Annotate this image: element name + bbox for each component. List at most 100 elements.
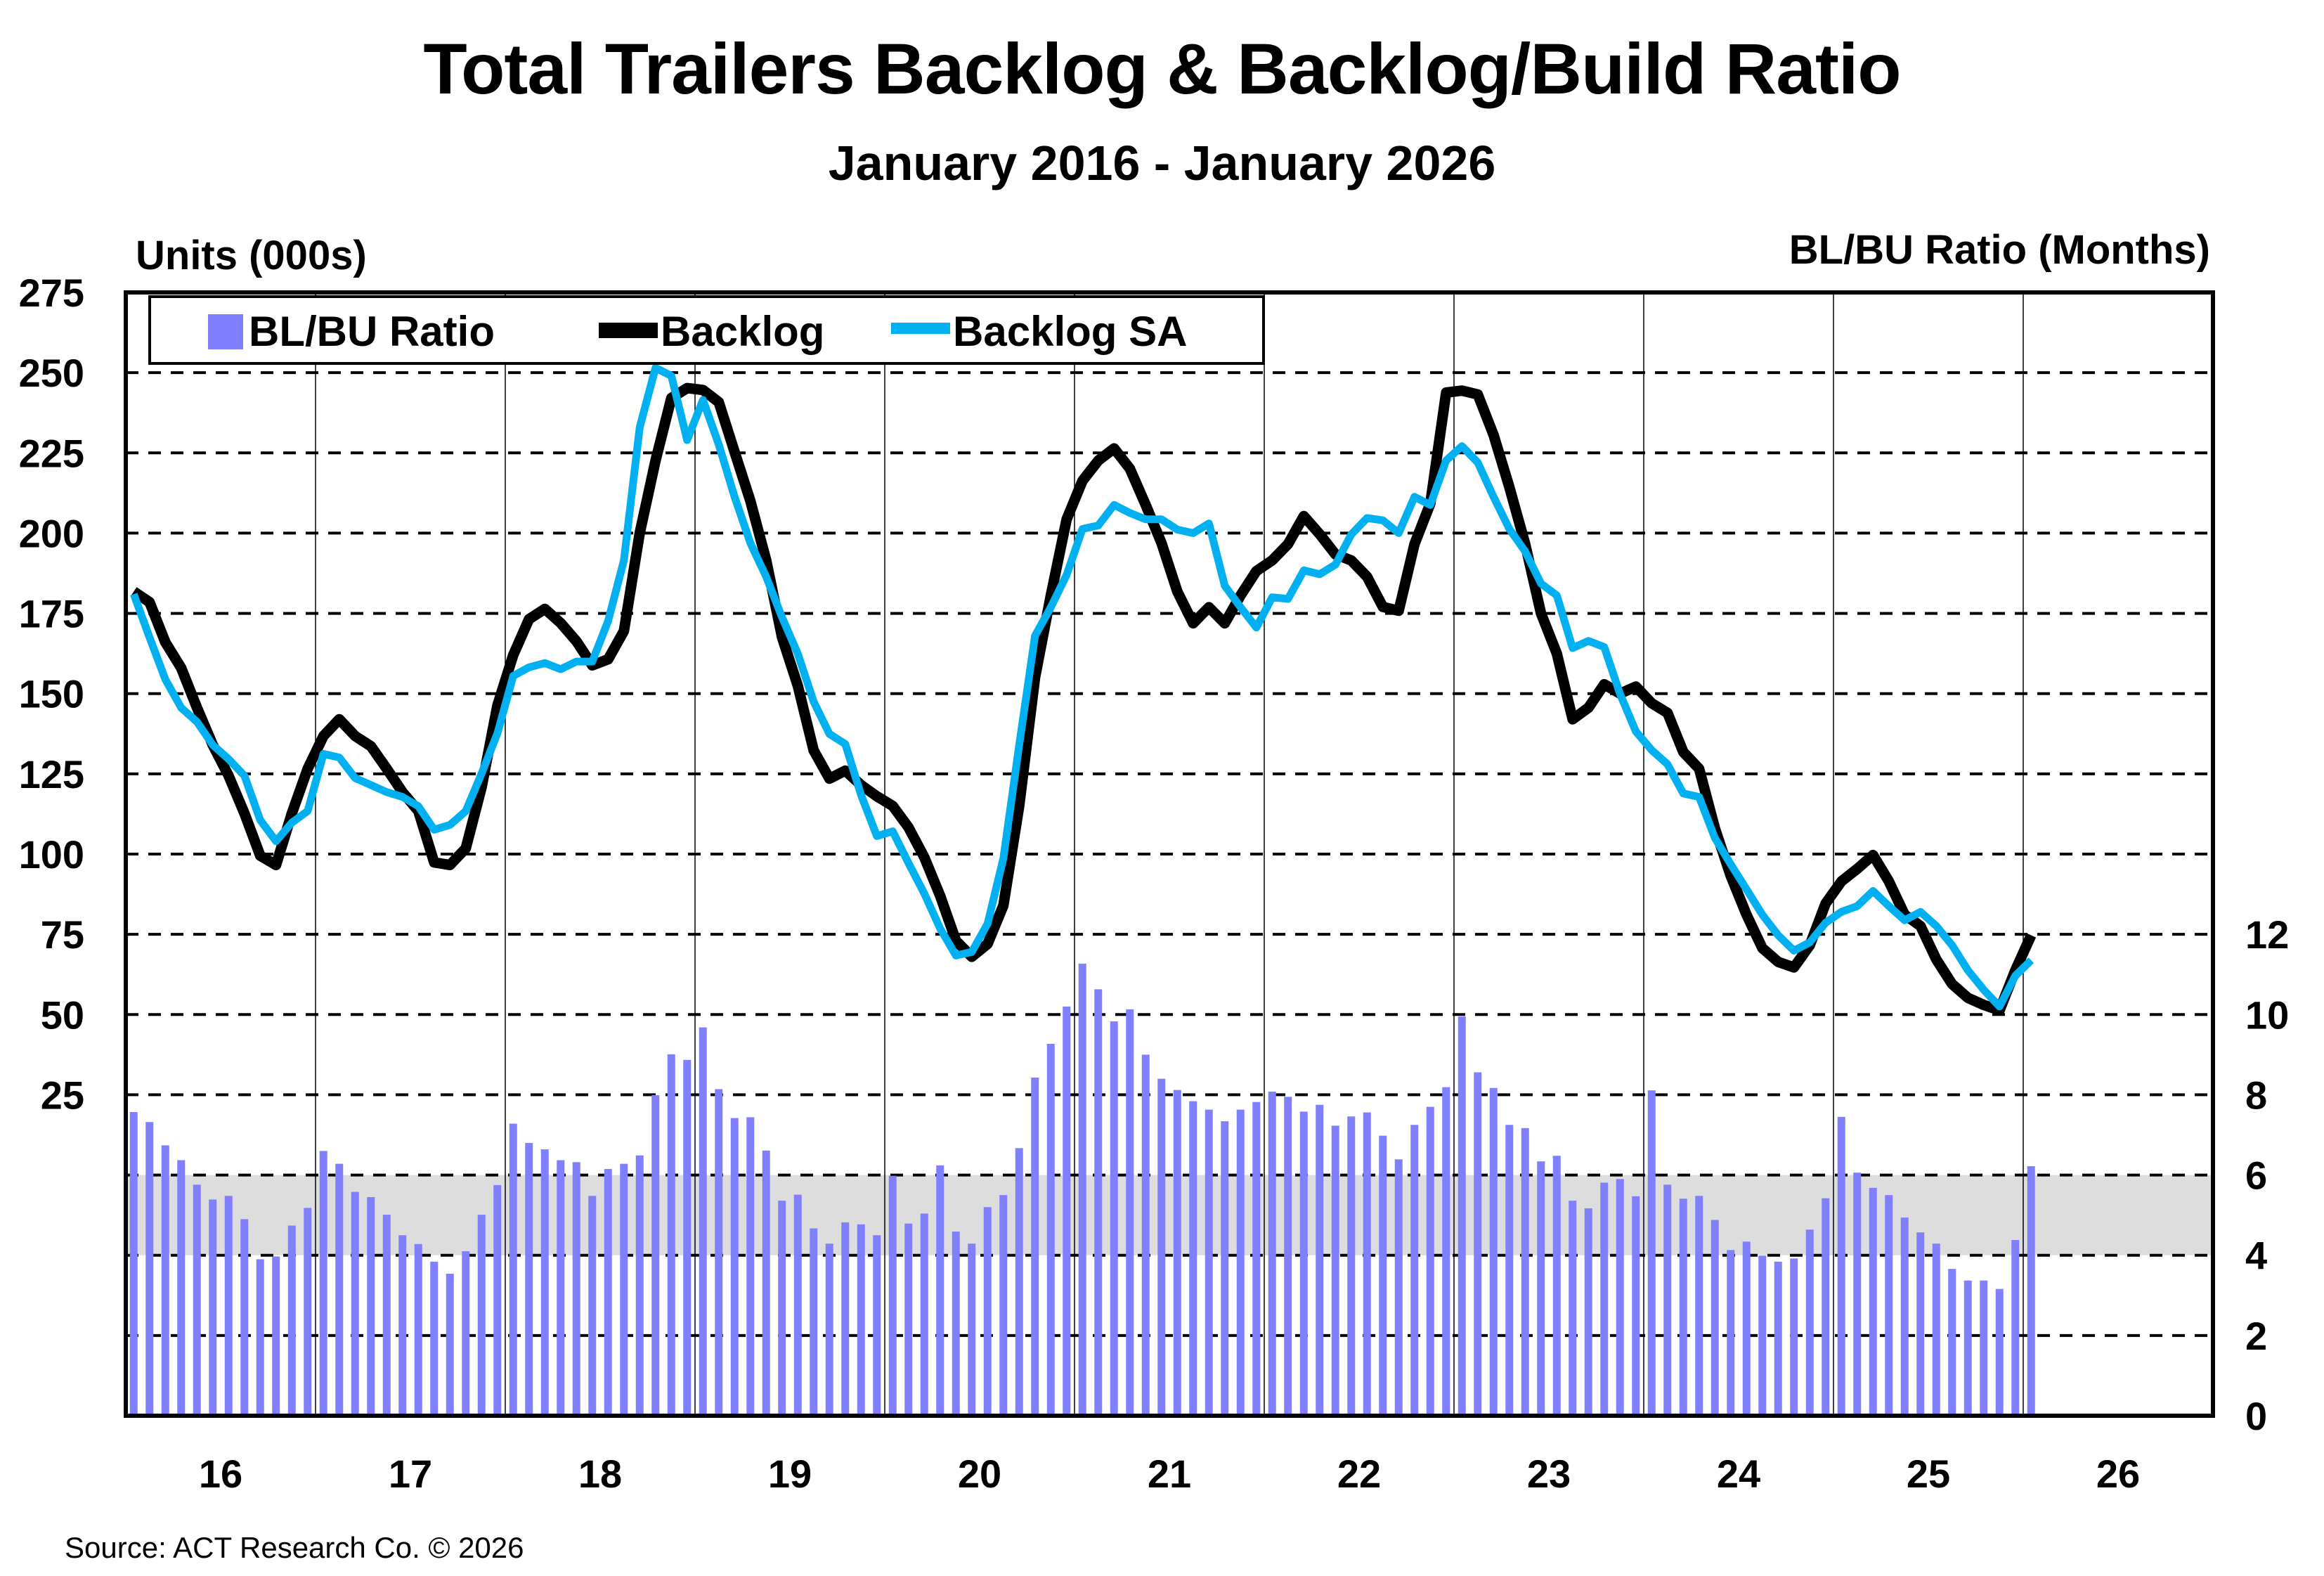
- ratio-bar: [525, 1142, 533, 1416]
- ratio-bar: [1458, 1016, 1466, 1416]
- legend-label: Backlog SA: [953, 308, 1187, 355]
- target-band-rect: [126, 1175, 2213, 1255]
- ratio-bar: [2027, 1166, 2035, 1416]
- left-tick-label: 50: [41, 993, 84, 1037]
- ratio-bar: [904, 1223, 913, 1416]
- x-tick-label: 20: [958, 1452, 1001, 1496]
- ratio-bar: [651, 1094, 660, 1416]
- ratio-bar: [1600, 1182, 1609, 1416]
- ratio-bar: [477, 1215, 486, 1416]
- ratio-bar: [1268, 1091, 1276, 1416]
- ratio-bar: [272, 1256, 280, 1416]
- ratio-bar: [1963, 1280, 1972, 1416]
- ratio-bar: [1394, 1159, 1403, 1416]
- ratio-bar: [1157, 1078, 1166, 1416]
- ratio-bar: [1569, 1201, 1577, 1416]
- ratio-bar: [1205, 1109, 1213, 1416]
- ratio-bar: [1647, 1090, 1656, 1416]
- ratio-bar: [540, 1149, 549, 1416]
- x-tick-label: 22: [1337, 1452, 1381, 1496]
- ratio-bar: [920, 1213, 928, 1416]
- ratio-bar: [1679, 1199, 1687, 1416]
- backlog-sa-line: [130, 363, 2034, 1011]
- left-axis-title: Units (000s): [136, 233, 367, 278]
- ratio-bar: [1331, 1125, 1339, 1416]
- legend-swatch-ratio-icon: [208, 314, 243, 349]
- ratio-bar: [1584, 1208, 1592, 1416]
- ratio-bar: [1616, 1179, 1624, 1416]
- ratio-bar: [398, 1235, 407, 1416]
- ratio-bar: [335, 1163, 344, 1416]
- left-tick-label: 150: [19, 672, 84, 716]
- ratio-bar: [1126, 1009, 1134, 1416]
- gridlines: [126, 292, 2213, 1416]
- ratio-bar: [730, 1118, 739, 1416]
- ratio-bar: [999, 1195, 1008, 1416]
- ratio-bar: [683, 1059, 692, 1416]
- ratio-bar: [888, 1175, 897, 1416]
- right-tick-label: 2: [2245, 1314, 2267, 1358]
- ratio-bar: [825, 1244, 833, 1416]
- ratio-bar: [699, 1027, 707, 1416]
- ratio-bar: [1442, 1087, 1450, 1416]
- ratio-bar: [1363, 1112, 1371, 1416]
- ratio-bar: [1236, 1109, 1245, 1416]
- ratio-bar: [240, 1219, 249, 1416]
- ratio-bar: [1932, 1244, 1940, 1416]
- ratio-bar: [1347, 1116, 1356, 1416]
- ratio-bar: [193, 1184, 201, 1416]
- ratio-bar: [224, 1196, 233, 1416]
- ratio-bar: [367, 1196, 375, 1416]
- ratio-bar: [129, 1111, 138, 1416]
- ratio-bar: [430, 1261, 439, 1416]
- ratio-bar: [746, 1117, 755, 1416]
- ratio-bar: [1710, 1220, 1719, 1416]
- right-tick-label: 12: [2245, 912, 2289, 957]
- ratio-bar: [604, 1169, 612, 1416]
- plot-frame: [124, 290, 2215, 1418]
- ratio-bar: [952, 1232, 960, 1416]
- ratio-bar: [493, 1184, 502, 1416]
- ratio-bar: [1916, 1232, 1925, 1416]
- ratio-bar: [588, 1196, 597, 1416]
- ratio-bar: [256, 1259, 264, 1416]
- plot-border: [124, 290, 2215, 1418]
- ratio-bar: [1063, 1006, 1071, 1416]
- target-band: [126, 1175, 2213, 1255]
- ratio-bar: [1995, 1288, 2004, 1416]
- ratio-bar: [446, 1273, 454, 1416]
- ratio-bar: [810, 1228, 818, 1416]
- ratio-bar: [1521, 1128, 1529, 1416]
- ratio-bar: [1031, 1077, 1039, 1416]
- ratio-bar: [873, 1235, 881, 1416]
- ratio-bar: [557, 1160, 565, 1416]
- legend-label: Backlog: [661, 308, 824, 355]
- ratio-bar: [1299, 1111, 1308, 1416]
- ratio-bar: [1078, 963, 1086, 1416]
- source-note: Source: ACT Research Co. © 2026: [65, 1531, 524, 1564]
- right-tick-label: 6: [2245, 1154, 2267, 1198]
- ratio-bar: [462, 1251, 470, 1416]
- ratio-bar: [414, 1244, 422, 1416]
- ratio-bar: [1869, 1187, 1877, 1416]
- x-tick-label: 21: [1148, 1452, 1191, 1496]
- ratio-bar: [1426, 1106, 1434, 1416]
- ratio-bar: [1094, 989, 1103, 1416]
- ratio-bar: [1742, 1241, 1751, 1416]
- ratio-bar: [1110, 1021, 1118, 1416]
- ratio-bar: [1632, 1196, 1640, 1416]
- ratio-bar: [1316, 1104, 1324, 1416]
- ratio-bar: [857, 1224, 865, 1416]
- ratio-bar: [304, 1208, 312, 1416]
- ratio-bar: [1663, 1184, 1672, 1416]
- ratio-bar: [1474, 1072, 1482, 1416]
- x-tick-label: 19: [768, 1452, 812, 1496]
- ratio-bar: [177, 1160, 186, 1416]
- chart-title: Total Trailers Backlog & Backlog/Build R…: [423, 29, 1901, 109]
- ratio-bar: [762, 1150, 770, 1416]
- right-axis-title: BL/BU Ratio (Months): [1789, 227, 2210, 273]
- ratio-bar: [1284, 1097, 1292, 1416]
- ratio-bar: [1537, 1161, 1545, 1416]
- ratio-bar: [1489, 1087, 1498, 1416]
- ratio-bar: [319, 1151, 327, 1416]
